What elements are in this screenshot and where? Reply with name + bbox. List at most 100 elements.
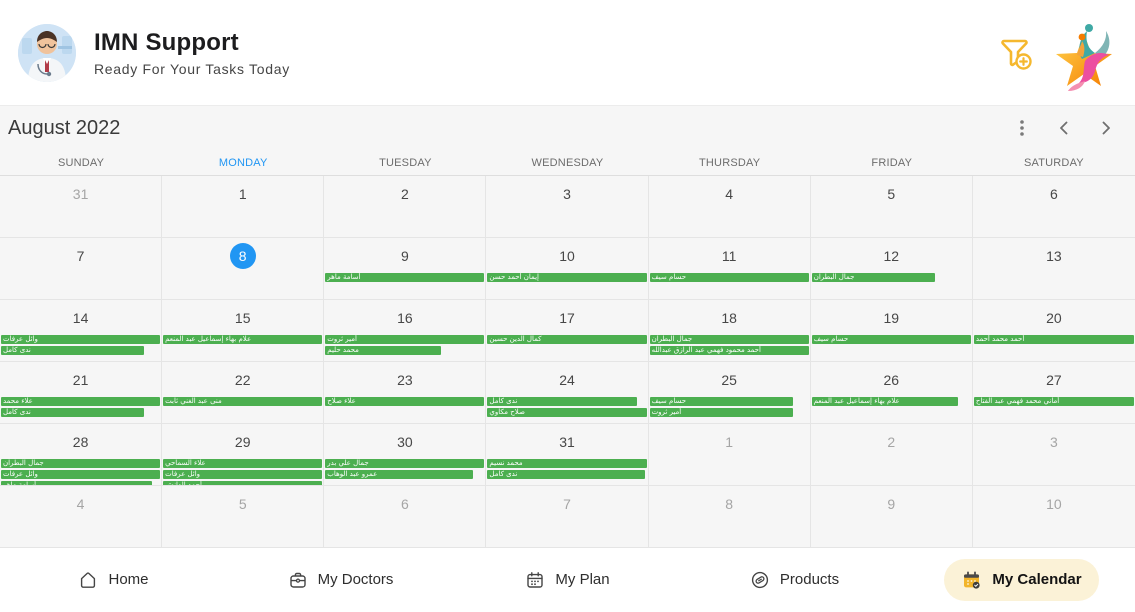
event-bar[interactable]: محمد حليم bbox=[325, 346, 441, 355]
calendar-day-cell[interactable]: 12 جمال البطران bbox=[810, 238, 973, 300]
kebab-menu-icon[interactable] bbox=[1001, 110, 1043, 146]
weekday-monday: MONDAY bbox=[218, 156, 268, 169]
calendar-day-cell[interactable]: 1 bbox=[648, 424, 811, 486]
calendar-day-cell[interactable]: 20 أحمد محمد أحمد bbox=[972, 300, 1135, 362]
nav-item-products[interactable]: Products bbox=[681, 559, 908, 601]
calendar-day-cell[interactable]: 31 bbox=[0, 176, 163, 238]
calendar-day-cell[interactable]: 9 bbox=[810, 486, 973, 548]
event-bar[interactable]: علام بهاء إسماعيل عبد المنعم bbox=[163, 335, 323, 344]
date-number: 18 bbox=[721, 310, 737, 326]
calendar-day-cell[interactable]: 5 bbox=[162, 486, 325, 548]
calendar-day-cell[interactable]: 27 أماني محمد فهمي عبد الفتاح bbox=[972, 362, 1135, 424]
calendar-day-cell[interactable]: 4 bbox=[648, 176, 811, 238]
calendar-day-cell[interactable]: 30 جمال علي بدر عمرو عبد الوهاب bbox=[324, 424, 487, 486]
calendar-day-cell[interactable]: 29 علاء السماحي وائل عرفات أحمد الدانش bbox=[162, 424, 325, 486]
calendar-day-cell[interactable]: 10 bbox=[972, 486, 1135, 548]
event-bar[interactable]: علاء صلاح bbox=[325, 397, 485, 406]
event-bar[interactable]: ندى كامل bbox=[1, 346, 145, 355]
event-bar[interactable]: جمال علي بدر bbox=[325, 459, 485, 468]
next-month-icon[interactable] bbox=[1085, 110, 1127, 146]
calendar-day-cell[interactable]: 6 bbox=[324, 486, 487, 548]
weekday-wednesday: WEDNESDAY bbox=[531, 156, 604, 169]
calendar-day-cell[interactable]: 17 كمال الدين حسين bbox=[486, 300, 649, 362]
calendar-day-cell[interactable]: 8 bbox=[648, 486, 811, 548]
event-bar[interactable]: أحمد محمد أحمد bbox=[973, 335, 1134, 344]
calendar-day-cell[interactable]: 13 bbox=[972, 238, 1135, 300]
calendar-day-cell[interactable]: 15 علام بهاء إسماعيل عبد المنعم bbox=[162, 300, 325, 362]
calendar-day-cell[interactable]: 24 ندى كامل صلاح مكاوي bbox=[486, 362, 649, 424]
bottom-nav: Home My Doctors My Plan Products My Calendar bbox=[0, 547, 1135, 612]
date-number: 23 bbox=[397, 372, 413, 388]
event-bar[interactable]: أحمد الدانش bbox=[163, 481, 323, 485]
calendar-day-cell[interactable]: 23 علاء صلاح bbox=[324, 362, 487, 424]
calendar-day-cell[interactable]: 21 علاء محمد ندى كامل bbox=[0, 362, 163, 424]
calendar-day-cell[interactable]: 22 منى عبد الغني ثابت bbox=[162, 362, 325, 424]
event-bar[interactable]: جمال البطران bbox=[811, 273, 936, 282]
calendar-day-cell[interactable]: 31 محمد نسيم ندى كامل bbox=[486, 424, 649, 486]
calendar-day-cell[interactable]: 16 أمير ثروت محمد حليم bbox=[324, 300, 487, 362]
more-events-indicator[interactable]: ... bbox=[4, 355, 15, 362]
calendar-day-cell[interactable]: 4 bbox=[0, 486, 163, 548]
event-bar[interactable]: جمال البطران bbox=[649, 335, 809, 344]
nav-item-my-plan[interactable]: My Plan bbox=[454, 559, 681, 601]
filter-add-icon[interactable] bbox=[993, 31, 1037, 75]
calendar-day-cell[interactable]: 1 bbox=[162, 176, 325, 238]
event-bar[interactable]: أماني محمد فهمي عبد الفتاح bbox=[973, 397, 1134, 406]
calendar-day-cell[interactable]: 8 bbox=[162, 238, 325, 300]
event-bar[interactable]: علام بهاء إسماعيل عبد المنعم bbox=[811, 397, 958, 406]
event-bar[interactable]: حسام سيف bbox=[649, 397, 793, 406]
event-bar[interactable]: حسام سيف bbox=[649, 273, 809, 282]
event-bar[interactable]: حسام سيف bbox=[811, 335, 971, 344]
calendar-day-cell[interactable]: 14 وائل عرفات ندى كامل... bbox=[0, 300, 163, 362]
event-bar[interactable]: عمرو عبد الوهاب bbox=[325, 470, 474, 479]
calendar-section: August 2022 SUNDAY MONDAY TUESDAY WEDNESDAY… bbox=[0, 105, 1135, 548]
calendar-check-icon bbox=[961, 570, 982, 590]
date-number: 17 bbox=[559, 310, 575, 326]
event-bar[interactable]: علاء محمد bbox=[1, 397, 161, 406]
calendar-day-cell[interactable]: 9 أسامة ماهر bbox=[324, 238, 487, 300]
event-bar[interactable]: محمد نسيم bbox=[487, 459, 647, 468]
nav-label: My Plan bbox=[555, 571, 610, 588]
event-bar[interactable]: وائل عرفات bbox=[1, 335, 161, 344]
calendar-day-cell[interactable]: 11 حسام سيف bbox=[648, 238, 811, 300]
date-number: 7 bbox=[563, 496, 571, 512]
event-bar[interactable]: أمير ثروت bbox=[649, 408, 793, 417]
star-logo-icon[interactable] bbox=[1049, 15, 1119, 91]
calendar-day-cell[interactable]: 2 bbox=[324, 176, 487, 238]
event-bar[interactable]: ندى كامل bbox=[487, 470, 645, 479]
event-bar[interactable]: أحمد محمود فهمي عبد الرازق عبدالله bbox=[649, 346, 809, 355]
calendar-day-cell[interactable]: 26 علام بهاء إسماعيل عبد المنعم bbox=[810, 362, 973, 424]
calendar-day-cell[interactable]: 6 bbox=[972, 176, 1135, 238]
calendar-day-cell[interactable]: 7 bbox=[0, 238, 163, 300]
calendar-day-cell[interactable]: 7 bbox=[486, 486, 649, 548]
event-bar[interactable]: كمال الدين حسين bbox=[487, 335, 647, 344]
calendar-day-cell[interactable]: 3 bbox=[486, 176, 649, 238]
weekday-saturday: SATURDAY bbox=[1023, 156, 1084, 169]
event-bar[interactable]: ندى كامل bbox=[487, 397, 637, 406]
calendar-day-cell[interactable]: 28 جمال البطران وائل عرفات أسامة ماهر bbox=[0, 424, 163, 486]
calendar-day-cell[interactable]: 10 إيمان أحمد حسن bbox=[486, 238, 649, 300]
nav-item-home[interactable]: Home bbox=[0, 559, 227, 601]
event-bar[interactable]: منى عبد الغني ثابت bbox=[163, 397, 323, 406]
prev-month-icon[interactable] bbox=[1043, 110, 1085, 146]
today-date: 8 bbox=[162, 243, 323, 269]
event-bar[interactable]: صلاح مكاوي bbox=[487, 408, 647, 417]
calendar-day-cell[interactable]: 18 جمال البطران أحمد محمود فهمي عبد الرازق… bbox=[648, 300, 811, 362]
event-bar[interactable]: أسامة ماهر bbox=[325, 273, 485, 282]
event-bar[interactable]: ندى كامل bbox=[1, 408, 145, 417]
event-bar[interactable]: جمال البطران bbox=[1, 459, 161, 468]
nav-item-my-calendar[interactable]: My Calendar bbox=[908, 558, 1135, 601]
event-bar[interactable]: علاء السماحي bbox=[163, 459, 323, 468]
event-bar[interactable]: وائل عرفات bbox=[1, 470, 161, 479]
event-bar[interactable]: إيمان أحمد حسن bbox=[487, 273, 647, 282]
calendar-day-cell[interactable]: 3 bbox=[972, 424, 1135, 486]
nav-item-my-doctors[interactable]: My Doctors bbox=[227, 559, 454, 601]
calendar-day-cell[interactable]: 25 حسام سيف أمير ثروت bbox=[648, 362, 811, 424]
calendar-day-cell[interactable]: 19 حسام سيف bbox=[810, 300, 973, 362]
event-bar[interactable]: أمير ثروت bbox=[325, 335, 485, 344]
calendar-day-cell[interactable]: 5 bbox=[810, 176, 973, 238]
calendar-day-cell[interactable]: 2 bbox=[810, 424, 973, 486]
event-bar[interactable]: أسامة ماهر bbox=[1, 481, 153, 485]
event-bar[interactable]: وائل عرفات bbox=[163, 470, 323, 479]
doctor-avatar[interactable] bbox=[18, 23, 76, 82]
